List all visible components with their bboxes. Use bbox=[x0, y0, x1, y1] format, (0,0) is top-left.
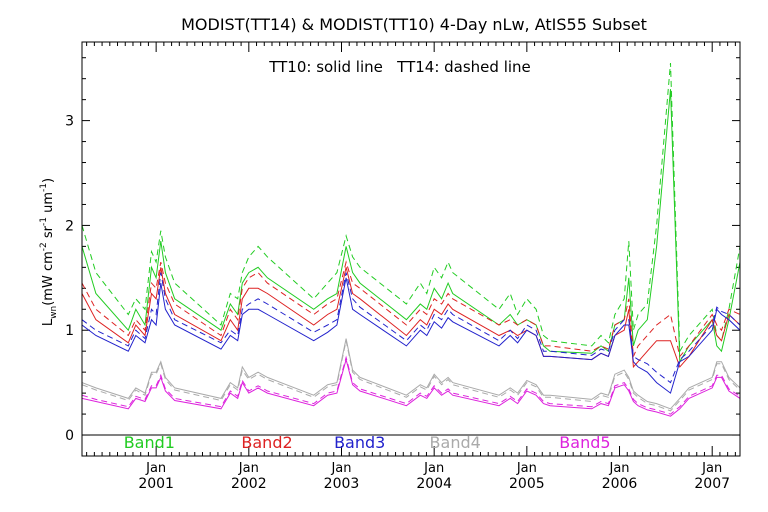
plot-frame bbox=[81, 41, 741, 457]
series-line-band2 bbox=[82, 267, 740, 369]
series-line-band2-tt14 bbox=[82, 260, 740, 358]
series-line-band5 bbox=[82, 357, 740, 417]
y-axis-label-mid2: um bbox=[41, 192, 56, 217]
series-line-band4 bbox=[82, 338, 740, 410]
y-tick-label-1: 1 bbox=[65, 323, 74, 339]
chart-annotation: TT10: solid line TT14: dashed line bbox=[268, 58, 531, 76]
y-axis-label-sub: wn bbox=[49, 306, 59, 319]
x-tick-label-year-0: 2001 bbox=[138, 476, 174, 492]
x-tick-label-year-4: 2005 bbox=[509, 476, 545, 492]
x-tick-label-month-6: Jan bbox=[701, 461, 722, 476]
chart-title: MODIST(TT14) & MODIST(TT10) 4-Day nLw, A… bbox=[181, 15, 647, 34]
series-line-band5-tt14 bbox=[82, 355, 740, 415]
x-tick-label-year-6: 2007 bbox=[694, 476, 730, 492]
x-tick-label-year-3: 2004 bbox=[416, 476, 452, 492]
y-axis-label-text: Lwn(mW cm-2 sr-1 um-1) bbox=[39, 178, 59, 326]
band-label-5: Band5 bbox=[559, 433, 610, 452]
y-axis-label-main: L bbox=[41, 318, 56, 326]
series-line-band1 bbox=[82, 89, 740, 364]
y-axis-label-sup2: -1 bbox=[39, 217, 49, 226]
y-axis-label-units: (mW cm bbox=[41, 251, 56, 306]
x-tick-label-month-0: Jan bbox=[145, 461, 166, 476]
band-label-2: Band2 bbox=[241, 433, 292, 452]
series-line-band4-tt14 bbox=[82, 340, 740, 412]
y-tick-label-3: 3 bbox=[65, 114, 74, 130]
x-tick-label-month-3: Jan bbox=[423, 461, 444, 476]
x-tick-label-month-5: Jan bbox=[608, 461, 629, 476]
y-tick-label-0: 0 bbox=[65, 428, 74, 444]
y-tick-label-2: 2 bbox=[65, 218, 74, 234]
band-label-3: Band3 bbox=[334, 433, 385, 452]
x-tick-label-month-1: Jan bbox=[238, 461, 259, 476]
y-axis-label-mid: sr bbox=[41, 225, 56, 242]
band-label-1: Band1 bbox=[124, 433, 175, 452]
plot-area: 0123Jan2001Jan2002Jan2003Jan2004Jan2005J… bbox=[65, 42, 740, 492]
x-tick-label-year-5: 2006 bbox=[602, 476, 638, 492]
x-tick-label-month-2: Jan bbox=[330, 461, 351, 476]
series-line-band1-tt14 bbox=[82, 62, 740, 353]
x-tick-label-year-2: 2003 bbox=[324, 476, 360, 492]
band-label-4: Band4 bbox=[430, 433, 481, 452]
y-axis-label-sup1: -2 bbox=[39, 242, 49, 251]
y-axis-label-sup3: -1 bbox=[39, 183, 49, 192]
series-line-band3-tt14 bbox=[82, 272, 740, 384]
y-axis-label: Lwn(mW cm-2 sr-1 um-1) bbox=[39, 178, 59, 326]
series-line-band3 bbox=[82, 277, 740, 394]
x-tick-label-month-4: Jan bbox=[516, 461, 537, 476]
x-tick-label-year-1: 2002 bbox=[231, 476, 267, 492]
y-axis-label-end: ) bbox=[41, 178, 56, 183]
